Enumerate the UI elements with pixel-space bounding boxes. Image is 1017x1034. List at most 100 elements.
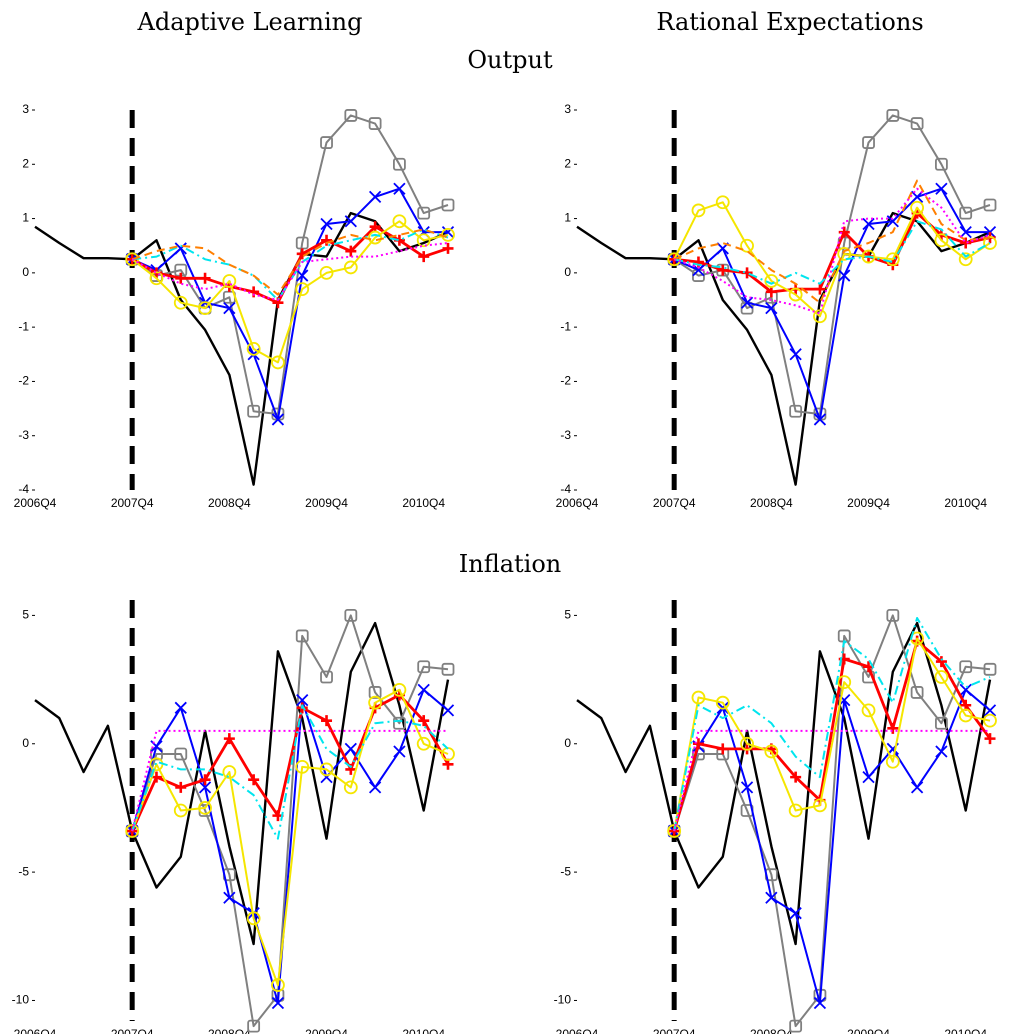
marker (765, 891, 778, 904)
marker (321, 234, 333, 246)
y-tick-label: -4 (18, 482, 29, 496)
marker (960, 237, 972, 249)
y-tick-label: 2 (564, 156, 571, 170)
y-tick-label: -1 (560, 319, 571, 333)
row-title: Inflation (459, 550, 561, 578)
marker (319, 265, 334, 280)
y-tick-label: -1 (18, 319, 29, 333)
marker (790, 771, 802, 783)
marker (247, 1019, 261, 1033)
y-tick-label: -5 (560, 864, 571, 878)
y-tick-label: -10 (12, 993, 30, 1007)
marker (885, 754, 900, 769)
marker (959, 206, 973, 220)
marker (959, 683, 972, 696)
marker (740, 296, 754, 309)
marker (344, 742, 357, 756)
marker (223, 302, 236, 315)
marker (392, 682, 407, 697)
x-tick-label: 2009Q4 (305, 1027, 348, 1034)
y-tick-label: 0 (564, 736, 571, 750)
marker (343, 780, 358, 795)
x-tick-label: 2010Q4 (944, 1027, 987, 1034)
x-tick-label: 2006Q4 (556, 1027, 599, 1034)
x-tick-label: 2010Q4 (402, 496, 445, 510)
marker (764, 274, 779, 288)
series-line (673, 614, 991, 1028)
series-line (131, 688, 449, 987)
marker (271, 996, 285, 1010)
marker (886, 609, 900, 622)
marker (983, 198, 997, 212)
x-tick-label: 2006Q4 (14, 496, 57, 510)
marker (173, 803, 188, 818)
marker (320, 136, 333, 149)
marker (691, 690, 706, 705)
x-tick-label: 2008Q4 (750, 1027, 793, 1034)
marker (271, 978, 285, 992)
series-line (131, 688, 449, 1004)
marker (935, 745, 948, 758)
marker (319, 762, 334, 777)
marker (934, 670, 949, 684)
marker (271, 355, 285, 370)
series-line (673, 729, 990, 832)
y-tick-label: 5 (22, 608, 29, 622)
series-line (673, 187, 991, 315)
marker (126, 825, 138, 837)
marker (368, 117, 382, 130)
y-tick-label: 1 (22, 211, 29, 225)
marker (344, 215, 357, 228)
marker (345, 245, 357, 257)
marker (788, 803, 803, 818)
marker (862, 217, 875, 231)
x-tick-label: 2007Q4 (653, 496, 696, 510)
y-tick-label: 2 (22, 156, 29, 170)
marker (223, 891, 236, 904)
column-title: Adaptive Learning (137, 8, 363, 36)
marker (715, 695, 730, 710)
marker (175, 781, 187, 793)
marker (125, 824, 140, 838)
marker (417, 683, 430, 696)
marker (740, 736, 754, 751)
marker (814, 283, 826, 295)
marker (886, 109, 900, 122)
marker (321, 715, 333, 727)
marker (368, 686, 382, 699)
marker (667, 252, 682, 267)
series-line (673, 688, 991, 1004)
marker (393, 182, 406, 195)
y-tick-label: 3 (564, 102, 571, 116)
marker (861, 703, 876, 718)
marker (296, 693, 309, 707)
marker (198, 801, 212, 815)
y-tick-label: -4 (560, 482, 571, 496)
marker (935, 182, 948, 195)
marker (935, 656, 947, 668)
x-tick-label: 2009Q4 (847, 1027, 890, 1034)
marker (175, 272, 187, 284)
marker (887, 722, 899, 734)
y-tick-label: -3 (18, 428, 29, 442)
marker (174, 701, 187, 714)
marker (958, 252, 973, 267)
marker (441, 662, 455, 676)
y-tick-label: 1 (564, 211, 571, 225)
series-line (132, 228, 449, 301)
marker (222, 274, 237, 288)
marker (199, 774, 211, 786)
marker (368, 695, 383, 710)
marker (983, 662, 997, 676)
marker (441, 198, 455, 212)
marker (393, 716, 406, 730)
marker (837, 246, 852, 261)
x-tick-label: 2006Q4 (556, 496, 599, 510)
marker (983, 704, 997, 717)
marker (862, 136, 875, 149)
y-tick-label: -10 (554, 993, 572, 1007)
marker (150, 740, 163, 753)
column-title: Rational Expectations (656, 8, 923, 36)
x-tick-label: 2010Q4 (402, 1027, 445, 1034)
series-line (34, 621, 450, 946)
